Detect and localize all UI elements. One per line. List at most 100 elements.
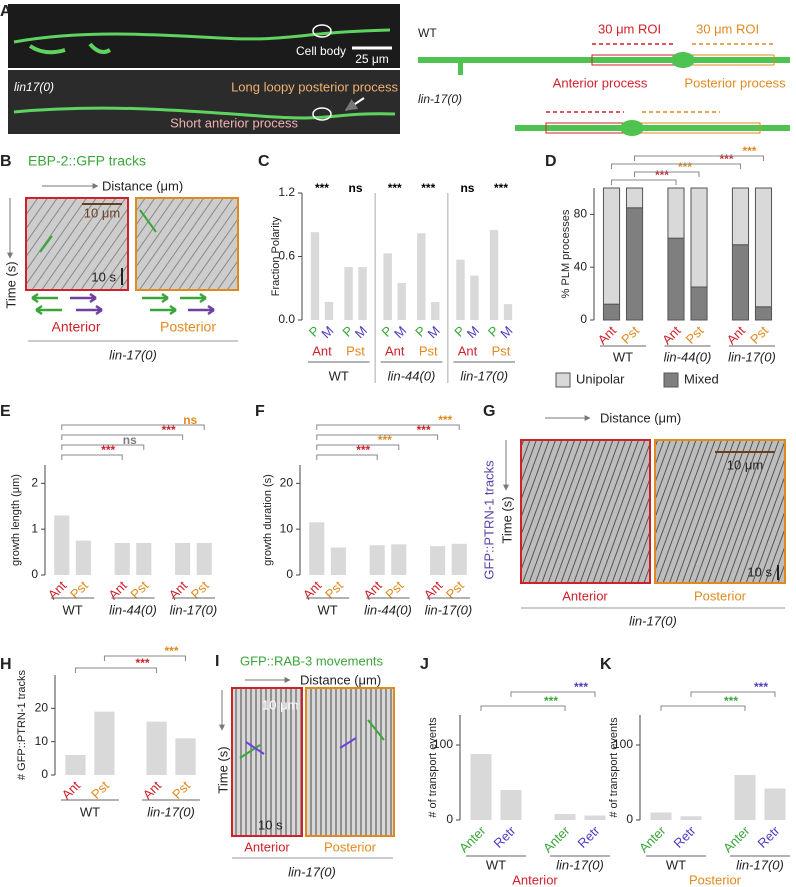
y-tick-label: 0 bbox=[580, 312, 587, 326]
x-tick-label: Ant bbox=[724, 323, 749, 348]
y-tick-label: 0.0 bbox=[278, 312, 295, 326]
bracket bbox=[480, 705, 566, 711]
kymograph bbox=[135, 197, 239, 291]
scale-label: 10 s bbox=[91, 269, 116, 284]
neuron bbox=[28, 42, 112, 55]
significance: ns bbox=[183, 413, 197, 427]
bracket bbox=[316, 444, 400, 450]
bar bbox=[500, 790, 522, 820]
y-tick-label: 20 bbox=[35, 701, 49, 715]
x-tick-label: Ant bbox=[140, 778, 165, 803]
significance: *** bbox=[162, 423, 176, 437]
cell-body-marker bbox=[312, 24, 332, 38]
group-label: lin-17(0) bbox=[728, 349, 776, 364]
legend-label: Mixed bbox=[684, 371, 719, 386]
bar-segment bbox=[731, 244, 750, 321]
bar-segment bbox=[690, 286, 708, 321]
bar-segment bbox=[667, 187, 685, 239]
legend-swatch bbox=[663, 372, 679, 388]
significance: *** bbox=[719, 152, 733, 166]
bar bbox=[417, 233, 426, 320]
scale-label: 10 μm bbox=[262, 697, 298, 712]
bar bbox=[324, 302, 334, 320]
bar-segment bbox=[602, 303, 621, 321]
bracket bbox=[611, 179, 677, 185]
x-tick-label: M bbox=[318, 323, 336, 341]
y-tick-label: 80 bbox=[574, 207, 588, 221]
track bbox=[239, 744, 261, 759]
significance: *** bbox=[544, 694, 558, 708]
kymograph bbox=[654, 439, 786, 584]
x-tick-label: Ant bbox=[166, 578, 191, 603]
x-tick-label: Pst bbox=[683, 323, 707, 347]
bar-segment bbox=[625, 207, 644, 321]
x-tick-label: Pst bbox=[747, 323, 771, 347]
x-tick-label: Ant bbox=[421, 578, 446, 603]
axis-label: Distance (μm) bbox=[300, 672, 381, 687]
panel-letter: C bbox=[258, 153, 270, 170]
panel-letter: D bbox=[545, 153, 557, 170]
bar bbox=[650, 812, 672, 820]
scale-label: 25 μm bbox=[355, 52, 389, 66]
label: Posterior bbox=[694, 588, 747, 603]
axis-label: Time (s) bbox=[3, 261, 18, 308]
panel-title: GFP::PTRN-1 tracks bbox=[481, 460, 496, 580]
bracket bbox=[634, 171, 700, 177]
x-tick-label: Ant bbox=[59, 778, 84, 803]
axis-label: Distance (μm) bbox=[102, 178, 183, 193]
chart-subtitle: Posterior bbox=[689, 872, 742, 887]
x-tick-label: M bbox=[464, 323, 482, 341]
bar bbox=[196, 542, 212, 575]
bracket bbox=[690, 691, 776, 697]
x-tick-label: Ant bbox=[595, 323, 620, 348]
x-tick-label: Retr bbox=[575, 822, 603, 850]
y-tick-label: 2 bbox=[31, 476, 38, 490]
y-tick-label: 0 bbox=[41, 767, 48, 781]
cell-body bbox=[671, 52, 695, 68]
arrow bbox=[345, 97, 365, 111]
x-tick-label: Retr bbox=[491, 822, 519, 850]
significance: *** bbox=[438, 413, 452, 427]
group-label: WT bbox=[666, 857, 686, 872]
panel-letter: J bbox=[420, 656, 429, 673]
bar bbox=[344, 267, 353, 320]
bar bbox=[451, 543, 467, 575]
bar-segment bbox=[754, 306, 773, 321]
x-tick-label: M bbox=[352, 323, 370, 341]
group-label: WT bbox=[486, 857, 506, 872]
y-tick-label: 20 bbox=[280, 476, 294, 490]
label: Posterior bbox=[160, 319, 216, 335]
bracket bbox=[316, 434, 439, 440]
subgroup-label: Pst bbox=[346, 343, 365, 358]
y-tick-label: 0.6 bbox=[278, 249, 295, 263]
significance: ns bbox=[460, 181, 474, 195]
panel-title: EBP-2::GFP tracks bbox=[28, 153, 146, 169]
significance: *** bbox=[421, 181, 435, 195]
group-label: WT bbox=[62, 602, 82, 617]
subgroup-label: Pst bbox=[419, 343, 438, 358]
kymograph bbox=[231, 687, 303, 837]
x-tick-label: Pst bbox=[618, 323, 642, 347]
significance: *** bbox=[378, 433, 392, 447]
bar bbox=[503, 304, 513, 320]
label: Anterior bbox=[562, 588, 608, 603]
kymograph bbox=[305, 687, 395, 837]
y-axis-label: growth length (μm) bbox=[10, 474, 22, 566]
scale-label: 10 μm bbox=[727, 457, 763, 472]
y-tick-label: 1 bbox=[31, 521, 38, 535]
significance: *** bbox=[101, 443, 115, 457]
label: Cell body bbox=[296, 44, 346, 58]
bar bbox=[136, 542, 152, 575]
bracket bbox=[61, 444, 145, 450]
x-tick-label: Ant bbox=[45, 578, 70, 603]
track bbox=[139, 209, 157, 233]
x-tick-label: Ant bbox=[300, 578, 325, 603]
label: lin-17(0) bbox=[109, 347, 157, 362]
significance: *** bbox=[678, 160, 692, 174]
subgroup-label: Ant bbox=[312, 343, 332, 358]
bar bbox=[75, 540, 91, 575]
kymograph bbox=[520, 439, 651, 584]
kymograph bbox=[25, 197, 129, 291]
group-label: lin-17(0) bbox=[460, 368, 508, 383]
process bbox=[515, 125, 790, 131]
